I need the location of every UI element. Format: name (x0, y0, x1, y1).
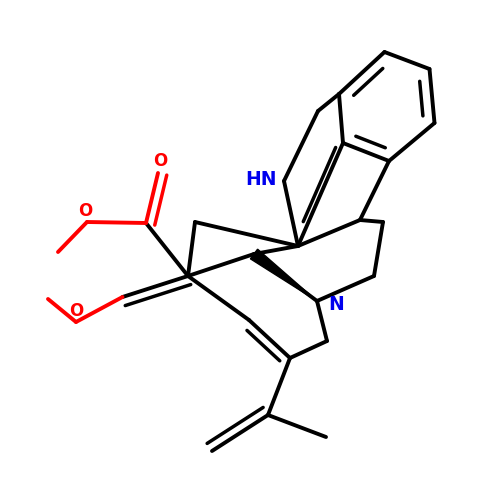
Text: O: O (154, 152, 168, 170)
Text: N: N (328, 296, 344, 314)
Text: O: O (69, 302, 83, 320)
Text: HN: HN (246, 170, 277, 189)
Polygon shape (250, 249, 317, 301)
Text: O: O (78, 202, 92, 220)
